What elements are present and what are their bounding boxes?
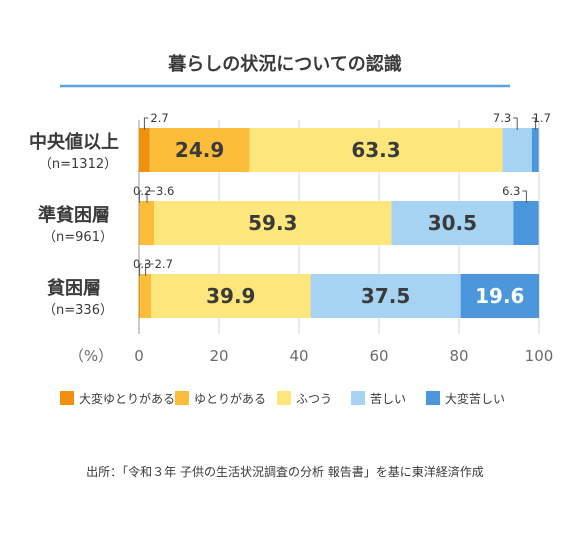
data-label: 63.3 bbox=[351, 138, 400, 162]
data-label: 59.3 bbox=[248, 211, 297, 235]
bar-segment bbox=[249, 128, 503, 172]
legend-swatch bbox=[60, 391, 74, 405]
row-label: 貧困層 bbox=[47, 277, 101, 299]
legend-swatch bbox=[277, 391, 291, 405]
callout-comfortable-leader bbox=[146, 190, 155, 203]
legend-label: ふつう bbox=[296, 392, 332, 406]
callout-very-comfortable-leader bbox=[139, 263, 142, 276]
bar-segment bbox=[513, 201, 539, 245]
callout-comfortable: 2.7 bbox=[155, 257, 173, 271]
data-label: 30.5 bbox=[428, 211, 477, 235]
x-tick-label-0: 0 bbox=[134, 347, 144, 365]
data-label: 37.5 bbox=[361, 284, 410, 308]
legend-label: 大変ゆとりがある bbox=[79, 391, 175, 406]
bar-segment bbox=[139, 201, 155, 245]
legend-swatch bbox=[175, 391, 189, 405]
bar-segment bbox=[391, 201, 514, 245]
callout-very-comfortable: 0.3 bbox=[133, 257, 151, 271]
bar-segment bbox=[502, 128, 532, 172]
bar-segment bbox=[139, 128, 150, 172]
row-sample-size: （n=1312） bbox=[39, 157, 117, 172]
labels-layer: 中央値以上 （n=1312） 準貧困層 （n=961） 貧困層 （n=336） 24.9 63… bbox=[29, 111, 551, 318]
callout-hard: 7.3 bbox=[493, 111, 511, 125]
x-tick-label-40: 40 bbox=[289, 347, 308, 365]
callout-very-comfortable-leader bbox=[143, 117, 149, 130]
bar-segment bbox=[151, 274, 311, 318]
callout-very-hard-leader bbox=[531, 117, 537, 130]
x-tick-label-60: 60 bbox=[369, 347, 388, 365]
bars-layer bbox=[139, 128, 539, 318]
bar-segment bbox=[149, 128, 250, 172]
legend-label: ゆとりがある bbox=[194, 391, 266, 406]
bar-segment bbox=[140, 274, 151, 318]
bar-segment bbox=[531, 128, 539, 172]
x-tick-label-20: 20 bbox=[209, 347, 228, 365]
unit-label: （%） bbox=[69, 347, 113, 365]
row-sample-size: （n=336） bbox=[43, 303, 113, 318]
axis-layer: （%） 0 20 40 60 80 100 bbox=[69, 347, 553, 365]
bar-segment bbox=[310, 274, 461, 318]
row-sample-size: （n=961） bbox=[43, 230, 113, 245]
legend: 大変ゆとりがある ゆとりがある ふつう 苦しい 大変苦しい bbox=[60, 391, 505, 406]
legend-swatch bbox=[426, 391, 440, 405]
callout-very-hard-leader bbox=[522, 190, 527, 203]
callout-very-hard: 1.7 bbox=[533, 111, 551, 125]
callout-very-comfortable-leader bbox=[138, 190, 142, 203]
bar-segment bbox=[460, 274, 539, 318]
legend-swatch bbox=[351, 391, 365, 405]
legend-label: 苦しい bbox=[370, 392, 406, 406]
row-label: 準貧困層 bbox=[38, 204, 110, 226]
bar-segment bbox=[139, 201, 140, 245]
bar-segment bbox=[154, 201, 392, 245]
bar-segment bbox=[139, 274, 141, 318]
callout-comfortable-leader bbox=[145, 263, 154, 276]
callout-very-comfortable: 2.7 bbox=[150, 111, 168, 125]
callout-comfortable: 3.6 bbox=[156, 184, 174, 198]
data-label: 39.9 bbox=[206, 284, 255, 308]
data-label: 19.6 bbox=[475, 284, 524, 308]
x-tick-label-100: 100 bbox=[525, 347, 554, 365]
row-label: 中央値以上 bbox=[29, 131, 119, 153]
data-label: 24.9 bbox=[175, 138, 224, 162]
legend-label: 大変苦しい bbox=[445, 391, 505, 406]
x-tick-label-80: 80 bbox=[449, 347, 468, 365]
source-note: 出所：「令和３年 子供の生活状況調査の分析 報告書」を基に東洋経済作成 bbox=[86, 464, 484, 479]
callout-hard-leader bbox=[513, 117, 518, 130]
chart-title: 暮らしの状況についての認識 bbox=[167, 53, 401, 75]
callout-very-hard: 6.3 bbox=[502, 184, 520, 198]
